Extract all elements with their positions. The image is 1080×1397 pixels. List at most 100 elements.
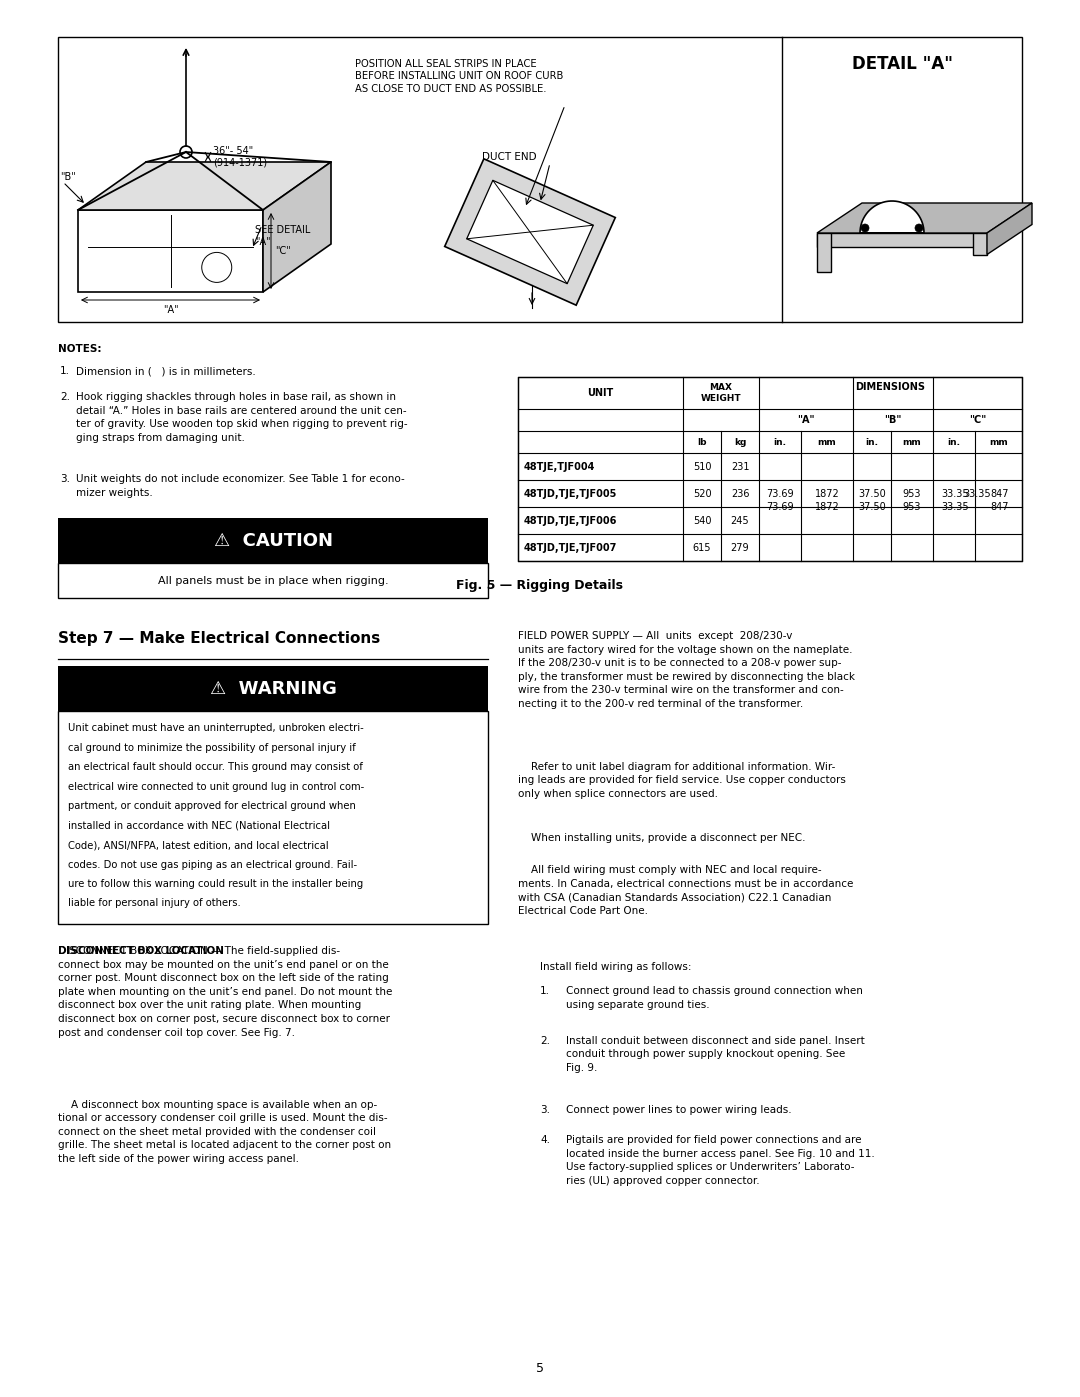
- Text: Connect ground lead to chassis ground connection when
using separate ground ties: Connect ground lead to chassis ground co…: [566, 986, 863, 1010]
- Text: 279: 279: [731, 542, 750, 552]
- Text: in.: in.: [773, 437, 786, 447]
- Text: 245: 245: [731, 515, 750, 525]
- Bar: [58, 518, 488, 563]
- Bar: [518, 377, 1022, 562]
- Text: ure to follow this warning could result in the installer being: ure to follow this warning could result …: [68, 879, 363, 888]
- Text: When installing units, provide a disconnect per NEC.: When installing units, provide a disconn…: [518, 833, 806, 844]
- Text: Unit cabinet must have an uninterrupted, unbroken electri-: Unit cabinet must have an uninterrupted,…: [68, 724, 364, 733]
- Text: installed in accordance with NEC (National Electrical: installed in accordance with NEC (Nation…: [68, 820, 330, 830]
- Text: 1.: 1.: [60, 366, 70, 376]
- Text: 236: 236: [731, 489, 750, 499]
- Text: 2.: 2.: [60, 393, 70, 402]
- Text: Connect power lines to power wiring leads.: Connect power lines to power wiring lead…: [566, 1105, 792, 1115]
- Text: DETAIL "A": DETAIL "A": [851, 54, 953, 73]
- Bar: [58, 711, 488, 923]
- Text: DUCT END: DUCT END: [482, 152, 537, 162]
- Text: "B": "B": [60, 172, 76, 182]
- Text: 37.50: 37.50: [859, 489, 886, 499]
- Text: 3.: 3.: [540, 1105, 550, 1115]
- Text: kg: kg: [733, 437, 746, 447]
- Text: mm: mm: [989, 437, 1008, 447]
- Bar: [973, 233, 987, 254]
- Text: lb: lb: [698, 437, 706, 447]
- Text: MAX
WEIGHT: MAX WEIGHT: [701, 383, 741, 402]
- Text: SEE DETAIL
"A": SEE DETAIL "A": [255, 225, 310, 247]
- Polygon shape: [816, 203, 1032, 233]
- Text: liable for personal injury of others.: liable for personal injury of others.: [68, 898, 241, 908]
- Text: 48TJD,TJE,TJF006: 48TJD,TJE,TJF006: [524, 515, 618, 525]
- Bar: [816, 233, 987, 247]
- Text: 2.: 2.: [540, 1035, 550, 1046]
- Text: Unit weights do not include economizer. See Table 1 for econo-
mizer weights.: Unit weights do not include economizer. …: [76, 474, 405, 497]
- Text: All field wiring must comply with NEC and local require-
ments. In Canada, elect: All field wiring must comply with NEC an…: [518, 865, 853, 916]
- Text: an electrical fault should occur. This ground may consist of: an electrical fault should occur. This g…: [68, 761, 363, 773]
- Text: 847: 847: [990, 502, 1009, 511]
- Text: POSITION ALL SEAL STRIPS IN PLACE
BEFORE INSTALLING UNIT ON ROOF CURB
AS CLOSE T: POSITION ALL SEAL STRIPS IN PLACE BEFORE…: [355, 59, 564, 94]
- Text: 1872: 1872: [814, 489, 839, 499]
- Text: ⚠  CAUTION: ⚠ CAUTION: [214, 531, 333, 549]
- Text: "A": "A": [163, 305, 178, 314]
- Text: 847: 847: [990, 489, 1009, 499]
- Text: DIMENSIONS: DIMENSIONS: [855, 381, 926, 393]
- Text: 5: 5: [536, 1362, 544, 1375]
- Text: "C": "C": [969, 415, 986, 425]
- Polygon shape: [264, 162, 330, 292]
- Text: mm: mm: [818, 437, 836, 447]
- Text: NOTES:: NOTES:: [58, 344, 102, 353]
- Text: mm: mm: [903, 437, 921, 447]
- Text: 510: 510: [692, 461, 712, 472]
- Text: cal ground to minimize the possibility of personal injury if: cal ground to minimize the possibility o…: [68, 742, 355, 753]
- Text: All panels must be in place when rigging.: All panels must be in place when rigging…: [158, 576, 389, 585]
- Text: 73.69: 73.69: [766, 502, 794, 511]
- Text: Install conduit between disconnect and side panel. Insert
conduit through power : Install conduit between disconnect and s…: [566, 1035, 865, 1073]
- Text: 33.35: 33.35: [963, 489, 991, 499]
- Polygon shape: [860, 201, 924, 233]
- Text: in.: in.: [865, 437, 878, 447]
- Text: DISCONNECT BOX LOCATION: DISCONNECT BOX LOCATION: [58, 946, 224, 956]
- Polygon shape: [78, 210, 264, 292]
- Text: 33.35: 33.35: [942, 489, 969, 499]
- Text: "B": "B": [885, 415, 902, 425]
- Text: 48TJD,TJE,TJF005: 48TJD,TJE,TJF005: [524, 489, 618, 499]
- Text: in.: in.: [947, 437, 960, 447]
- Polygon shape: [987, 203, 1032, 254]
- Text: 3.: 3.: [60, 474, 70, 483]
- Text: 48TJD,TJE,TJF007: 48TJD,TJE,TJF007: [524, 542, 618, 552]
- Text: 73.69: 73.69: [766, 489, 794, 499]
- Text: 1872: 1872: [814, 502, 839, 511]
- Text: 953: 953: [903, 502, 921, 511]
- Bar: [58, 666, 488, 711]
- Text: 48TJE,TJF004: 48TJE,TJF004: [524, 461, 595, 472]
- Text: Install field wiring as follows:: Install field wiring as follows:: [540, 963, 691, 972]
- Bar: [58, 36, 1022, 321]
- Polygon shape: [78, 162, 330, 210]
- Text: partment, or conduit approved for electrical ground when: partment, or conduit approved for electr…: [68, 800, 356, 812]
- Text: ⚠  WARNING: ⚠ WARNING: [210, 679, 337, 697]
- Text: 36"- 54"
(914-1371): 36"- 54" (914-1371): [213, 147, 267, 168]
- Text: UNIT: UNIT: [588, 388, 613, 398]
- Text: Code), ANSI/NFPA, latest edition, and local electrical: Code), ANSI/NFPA, latest edition, and lo…: [68, 840, 328, 849]
- Text: FIELD POWER SUPPLY — All  units  except  208/230-v
units are factory wired for t: FIELD POWER SUPPLY — All units except 20…: [518, 631, 855, 710]
- Text: Hook rigging shackles through holes in base rail, as shown in
detail “A.” Holes : Hook rigging shackles through holes in b…: [76, 393, 407, 443]
- Text: Refer to unit label diagram for additional information. Wir-
ing leads are provi: Refer to unit label diagram for addition…: [518, 761, 846, 799]
- Text: 615: 615: [692, 542, 712, 552]
- Text: Step 7 — Make Electrical Connections: Step 7 — Make Electrical Connections: [58, 631, 380, 645]
- Polygon shape: [445, 159, 616, 305]
- Text: 231: 231: [731, 461, 750, 472]
- Circle shape: [915, 224, 923, 232]
- Text: Pigtails are provided for field power connections and are
located inside the bur: Pigtails are provided for field power co…: [566, 1134, 875, 1186]
- Text: 4.: 4.: [540, 1134, 550, 1146]
- Text: 540: 540: [692, 515, 712, 525]
- Bar: [58, 563, 488, 598]
- Text: 1.: 1.: [540, 986, 550, 996]
- Text: 953: 953: [903, 489, 921, 499]
- Text: A disconnect box mounting space is available when an op-
tional or accessory con: A disconnect box mounting space is avail…: [58, 1099, 391, 1164]
- Text: electrical wire connected to unit ground lug in control com-: electrical wire connected to unit ground…: [68, 781, 364, 792]
- Text: Dimension in (   ) is in millimeters.: Dimension in ( ) is in millimeters.: [76, 366, 256, 376]
- Text: Fig. 5 — Rigging Details: Fig. 5 — Rigging Details: [457, 578, 623, 592]
- Circle shape: [861, 224, 869, 232]
- Text: DISCONNECT BOX LOCATION — The field-supplied dis-
connect box may be mounted on : DISCONNECT BOX LOCATION — The field-supp…: [58, 946, 392, 1038]
- Text: "C": "C": [275, 246, 291, 256]
- Text: "A": "A": [797, 415, 814, 425]
- Bar: [816, 233, 832, 272]
